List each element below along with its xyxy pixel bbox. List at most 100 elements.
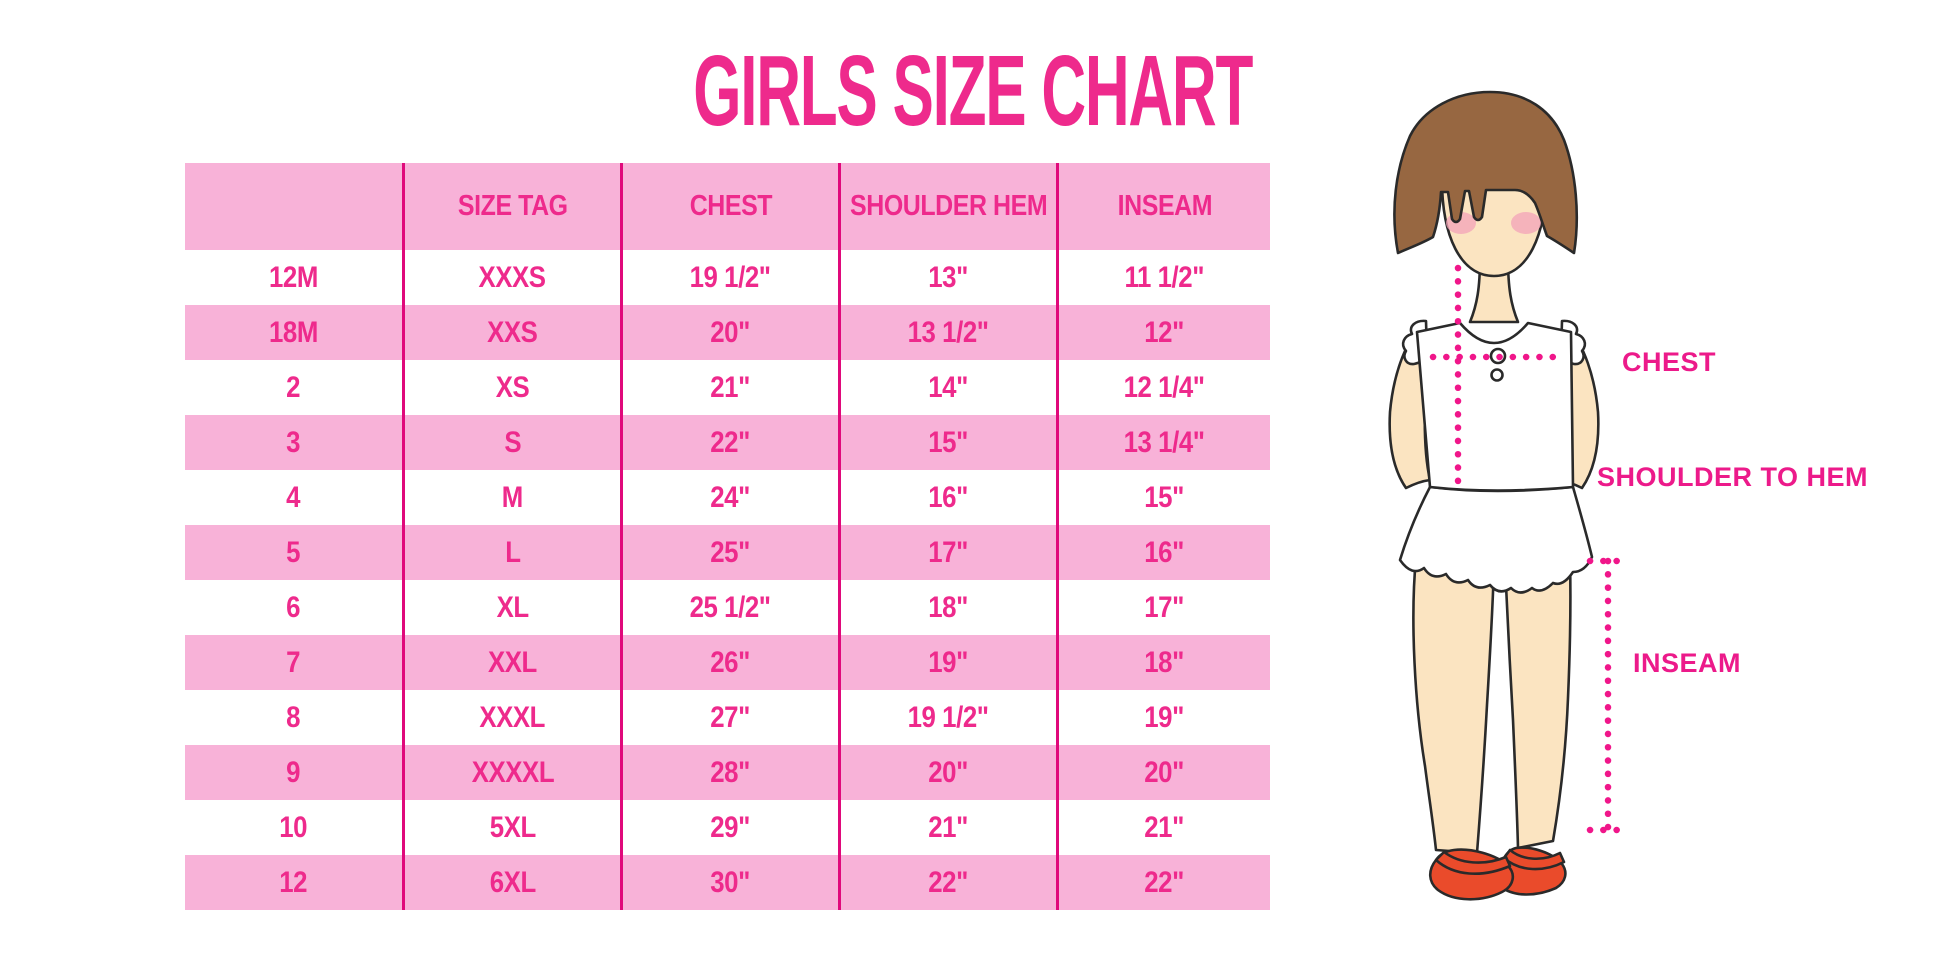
column-header-text: SIZE TAG [457,190,568,222]
table-cell: 6XL [402,855,620,910]
table-cell-text: 28" [710,755,751,789]
table-cell: 26" [620,635,838,690]
table-row: 9 XXXXL 28" 20" 20" [185,745,1270,800]
table-cell-text: 25" [710,535,751,569]
table-cell-text: XXL [488,645,537,679]
table-cell: 15" [838,415,1056,470]
table-row: 2 XS 21" 14" 12 1/4" [185,360,1270,415]
table-cell-text: 16" [1144,535,1185,569]
table-cell: XXXS [402,250,620,305]
table-cell-text: 29" [710,810,751,844]
table-cell: 25 1/2" [620,580,838,635]
table-cell: 30" [620,855,838,910]
table-cell: 13" [838,250,1056,305]
table-cell-text: 19 1/2" [690,260,771,294]
table-cell-text: 19" [1144,700,1185,734]
table-cell: 29" [620,800,838,855]
table-cell-text: XXXXL [471,755,554,789]
table-cell-text: 13 1/4" [1124,425,1205,459]
table-cell-text: 17" [1144,590,1185,624]
table-row: 12 6XL 30" 22" 22" [185,855,1270,910]
table-cell: 4 [185,470,402,525]
table-cell: 12 [185,855,402,910]
table-cell-text: 11 1/2" [1124,260,1205,294]
girl-skirt [1398,485,1594,594]
girl-left-shoe [1428,848,1515,901]
table-cell: 6 [185,580,402,635]
table-cell: 20" [1056,745,1270,800]
table-cell-text: 22" [1144,865,1185,899]
table-cell: 9 [185,745,402,800]
table-row: 8 XXXL 27" 19 1/2" 19" [185,690,1270,745]
table-cell: 11 1/2" [1056,250,1270,305]
table-cell: 21" [838,800,1056,855]
table-cell: 18M [185,305,402,360]
table-cell-text: 6 [286,590,301,624]
table-cell-text: 27" [710,700,751,734]
table-cell-text: 15" [1144,480,1185,514]
table-cell: 10 [185,800,402,855]
column-header-text: INSEAM [1117,190,1212,222]
table-row: 7 XXL 26" 19" 18" [185,635,1270,690]
column-header-text: SHOULDER HEM [849,190,1048,222]
table-cell: 12" [1056,305,1270,360]
table-cell-text: XS [495,370,530,404]
table-cell: 22" [1056,855,1270,910]
table-cell-text: 16" [928,480,969,514]
table-cell: 20" [620,305,838,360]
table-cell-text: 22" [928,865,969,899]
table-cell: 17" [1056,580,1270,635]
table-cell: 25" [620,525,838,580]
table-cell: XL [402,580,620,635]
table-cell-text: 25 1/2" [690,590,771,624]
table-cell-text: 6XL [489,865,536,899]
table-cell: 27" [620,690,838,745]
table-cell-text: 8 [286,700,301,734]
table-cell-text: 5 [286,535,301,569]
table-cell-text: 21" [1144,810,1185,844]
table-cell: 16" [1056,525,1270,580]
table-cell-text: 3 [286,425,301,459]
table-cell-text: 4 [286,480,301,514]
table-cell: 20" [838,745,1056,800]
table-cell-text: 10 [279,810,308,844]
table-cell: 21" [1056,800,1270,855]
table-cell: 5XL [402,800,620,855]
table-cell: L [402,525,620,580]
table-cell: S [402,415,620,470]
table-cell: 18" [1056,635,1270,690]
table-cell: XXS [402,305,620,360]
table-cell-text: 30" [710,865,751,899]
table-cell-text: 13 1/2" [908,315,989,349]
page-title: GIRLS SIZE CHART [0,36,1946,146]
table-row: 10 5XL 29" 21" 21" [185,800,1270,855]
table-cell-text: XXXL [479,700,546,734]
table-cell-text: 19 1/2" [908,700,989,734]
column-header-text: CHEST [689,190,772,222]
table-cell: 19" [838,635,1056,690]
table-cell-text: 12" [1144,315,1185,349]
girl-illustration [1388,90,1628,901]
table-cell-text: 17" [928,535,969,569]
table-cell: 2 [185,360,402,415]
column-header: CHEST [620,163,838,250]
table-cell-text: 20" [710,315,751,349]
table-cell-text: M [501,480,524,514]
table-cell-text: 18" [1144,645,1185,679]
girl-left-leg [1412,556,1496,855]
table-cell-text: 7 [286,645,301,679]
table-cell: 15" [1056,470,1270,525]
table-cell-text: 13" [928,260,969,294]
table-cell: 17" [838,525,1056,580]
page-title-text: GIRLS SIZE CHART [693,35,1254,147]
table-cell-text: L [504,535,521,569]
table-row: 12M XXXS 19 1/2" 13" 11 1/2" [185,250,1270,305]
inseam-label: INSEAM [1633,648,1742,678]
table-row: 6 XL 25 1/2" 18" 17" [185,580,1270,635]
table-cell-text: 12M [269,260,318,294]
girl-right-leg [1503,558,1572,850]
table-cell: 22" [838,855,1056,910]
table-cell: 8 [185,690,402,745]
table-cell-text: 9 [286,755,301,789]
